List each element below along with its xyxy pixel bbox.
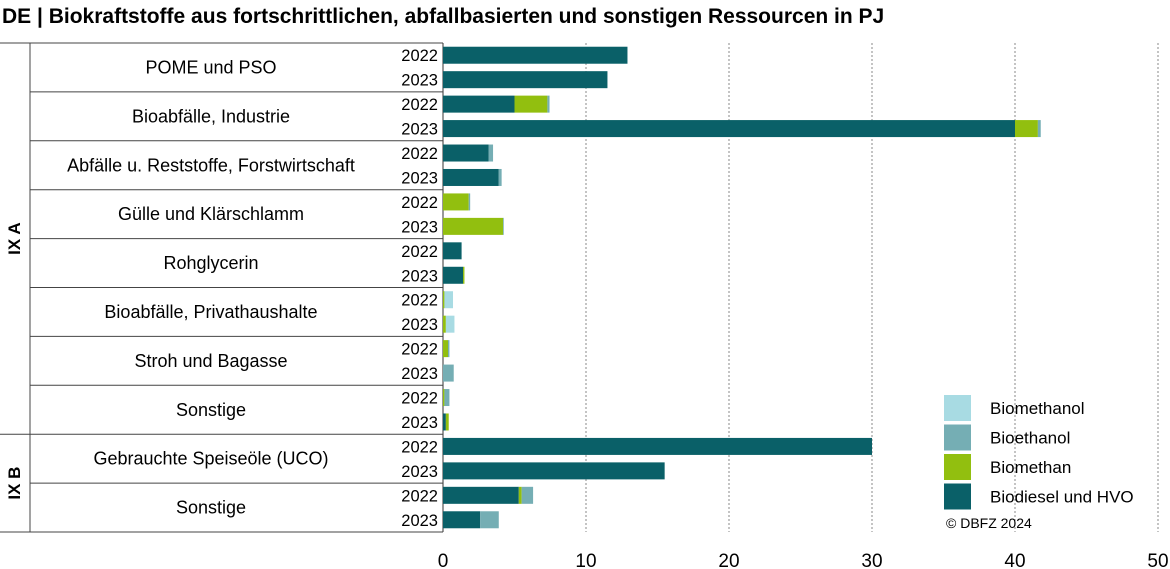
bar-segment-biodiesel-und-hvo [443,242,462,260]
legend-swatch [944,483,971,510]
x-tick-label: 0 [438,551,449,569]
bar-segment-bioethanol [480,511,499,529]
bar-segment-biodiesel-und-hvo [443,413,446,431]
bar-segment-biodiesel-und-hvo [443,168,499,186]
bar-segment-biomethanol [444,291,454,309]
category-label: Gülle und Klärschlamm [118,204,304,224]
bar-segment-biomethan [443,193,469,211]
legend-swatch [944,424,971,451]
legend: Biomethanol Bioethanol Biomethan Biodiesel … [944,395,1134,510]
year-label: 2023 [401,316,438,334]
year-label: 2023 [401,365,438,383]
bar-segment-biodiesel-und-hvo [443,46,628,64]
bar-segment-biomethan [443,315,446,333]
chart-title: DE | Biokraftstoffe aus fortschrittliche… [2,5,884,28]
bar-segment-biomethan [445,413,449,431]
year-label: 2023 [401,463,438,481]
x-tick-label: 30 [861,551,882,569]
year-label: 2023 [401,169,438,187]
legend-swatch [944,454,971,480]
bar-segment-biodiesel-und-hvo [443,511,481,529]
bar-segment-bioethanol [444,389,450,407]
bar-segment-biomethan [443,291,445,309]
bar-segment-biodiesel-und-hvo [443,144,489,162]
year-label: 2023 [401,267,438,285]
year-label: 2023 [401,414,438,432]
x-tick-label: 10 [575,551,596,569]
year-label: 2022 [401,96,438,114]
year-label: 2022 [401,47,438,65]
group-label: IX B [5,467,24,500]
bar-segment-bioethanol [521,486,534,504]
bar-segment-biodiesel-und-hvo [443,120,1015,138]
bar-segment-biodiesel-und-hvo [443,266,464,284]
year-label: 2022 [401,390,438,408]
bar-segment-bioethanol [468,193,471,211]
year-label: 2023 [401,72,438,90]
category-label: Gebrauchte Speiseöle (UCO) [93,449,328,469]
year-label: 2022 [401,487,438,505]
bar-segment-biomethanol [445,315,455,333]
bar-segment-biodiesel-und-hvo [443,462,665,480]
group-label: IX A [5,222,24,254]
row-labels: POME und PSO Bioabfälle, Industrie Abfälle… [5,47,438,530]
bar-segment-bioethanol [488,144,494,162]
bar-segment-biodiesel-und-hvo [443,437,872,455]
category-label: Sonstige [176,498,246,518]
bar-segment-biomethan [463,266,465,284]
year-label: 2022 [401,145,438,163]
category-label: Abfälle u. Reststoffe, Forstwirtschaft [67,155,355,175]
bar-segment-biomethan [443,340,449,358]
legend-label: Bioethanol [990,429,1070,448]
category-frame [0,42,444,533]
bar-segment-biomethan [514,95,548,113]
bar-segment-bioethanol [1037,120,1041,138]
bar-segment-biomethan [443,217,504,235]
year-label: 2022 [401,243,438,261]
bar-segment-biodiesel-und-hvo [443,95,515,113]
year-label: 2022 [401,292,438,310]
legend-label: Biomethan [990,458,1071,477]
category-label: Rohglycerin [163,253,258,273]
year-label: 2022 [401,341,438,359]
category-label: POME und PSO [145,57,276,77]
bar-segment-biomethan [518,486,522,504]
bar-segment-bioethanol [443,364,454,382]
bar-segment-biomethan [443,389,445,407]
grid-lines [585,43,1159,532]
x-tick-label: 40 [1004,551,1025,569]
year-label: 2022 [401,438,438,456]
year-label: 2023 [401,512,438,530]
bars [443,46,1041,529]
year-label: 2023 [401,218,438,236]
bar-segment-biodiesel-und-hvo [443,71,608,89]
legend-swatch [944,395,971,421]
bar-segment-biodiesel-und-hvo [443,486,519,504]
x-tick-label: 50 [1147,551,1168,569]
category-label: Stroh und Bagasse [134,351,287,371]
bar-segment-bioethanol [448,340,450,358]
category-label: Bioabfälle, Privathaushalte [104,302,317,322]
category-label: Sonstige [176,400,246,420]
bar-segment-biomethan [1015,120,1038,138]
bar-segment-bioethanol [503,217,504,235]
x-tick-label: 20 [718,551,739,569]
copyright-note: © DBFZ 2024 [946,515,1032,531]
bar-segment-bioethanol [498,168,502,186]
bar-segment-bioethanol [547,95,550,113]
category-label: Bioabfälle, Industrie [132,106,290,126]
year-label: 2022 [401,194,438,212]
legend-label: Biodiesel und HVO [990,488,1134,507]
x-axis-ticks: 0 10 20 30 40 50 [438,551,1169,569]
year-label: 2023 [401,121,438,139]
legend-label: Biomethanol [990,399,1085,418]
